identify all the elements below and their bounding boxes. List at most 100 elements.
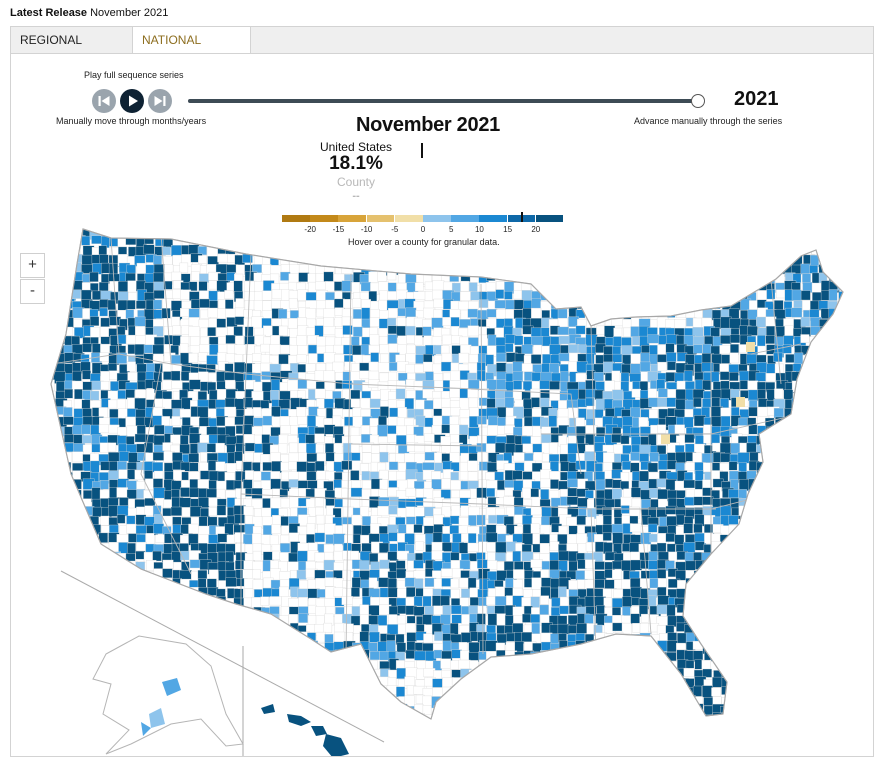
county-cell[interactable]: [622, 606, 631, 616]
county-cell[interactable]: [343, 244, 354, 253]
county-cell[interactable]: [766, 514, 777, 526]
county-cell[interactable]: [683, 370, 693, 382]
county-cell[interactable]: [793, 559, 804, 570]
county-cell[interactable]: [235, 632, 248, 643]
county-cell[interactable]: [296, 643, 307, 653]
county-cell[interactable]: [179, 408, 191, 418]
county-cell[interactable]: [846, 265, 857, 275]
county-cell[interactable]: [116, 487, 128, 498]
county-cell[interactable]: [296, 659, 308, 672]
county-cell[interactable]: [45, 264, 56, 276]
county-cell[interactable]: [784, 678, 797, 691]
county-cell[interactable]: [649, 650, 661, 663]
county-cell[interactable]: [757, 246, 767, 257]
county-cell[interactable]: [71, 289, 81, 299]
county-cell[interactable]: [703, 568, 716, 578]
county-cell[interactable]: [71, 624, 83, 636]
county-cell[interactable]: [837, 506, 850, 519]
county-cell[interactable]: [837, 371, 847, 382]
county-cell[interactable]: [774, 235, 784, 248]
county-cell[interactable]: [703, 254, 713, 263]
county-cell[interactable]: [361, 235, 372, 248]
county-cell[interactable]: [422, 380, 435, 390]
county-cell[interactable]: [577, 677, 588, 687]
county-cell[interactable]: [359, 247, 370, 259]
county-cell[interactable]: [559, 228, 572, 238]
county-cell[interactable]: [514, 246, 524, 258]
county-cell[interactable]: [846, 534, 857, 545]
county-cell[interactable]: [125, 569, 137, 579]
county-cell[interactable]: [693, 263, 706, 276]
county-cell[interactable]: [531, 298, 542, 309]
county-cell[interactable]: [334, 661, 344, 672]
county-cell[interactable]: [648, 237, 661, 248]
county-cell[interactable]: [476, 624, 486, 633]
county-cell[interactable]: [199, 624, 211, 635]
county-cell[interactable]: [802, 380, 812, 392]
county-cell[interactable]: [440, 658, 452, 669]
county-cell[interactable]: [289, 634, 300, 643]
county-cell[interactable]: [782, 560, 795, 571]
county-cell[interactable]: [109, 624, 118, 634]
county-cell[interactable]: [73, 569, 84, 582]
county-cell[interactable]: [298, 272, 310, 282]
county-cell[interactable]: [189, 506, 202, 517]
county-cell[interactable]: [191, 220, 202, 228]
county-cell[interactable]: [846, 237, 857, 246]
county-cell[interactable]: [621, 246, 632, 259]
county-cell[interactable]: [820, 496, 830, 507]
county-cell[interactable]: [694, 470, 704, 482]
county-cell[interactable]: [676, 219, 686, 232]
county-cell[interactable]: [190, 416, 201, 426]
county-cell[interactable]: [413, 524, 423, 533]
county-cell[interactable]: [62, 496, 73, 507]
county-cell[interactable]: [63, 516, 74, 526]
county-cell[interactable]: [847, 544, 857, 553]
county-cell[interactable]: [280, 264, 290, 274]
county-cell[interactable]: [225, 379, 236, 389]
county-cell[interactable]: [81, 534, 91, 546]
county-cell[interactable]: [711, 616, 722, 626]
county-cell[interactable]: [821, 514, 834, 527]
county-cell[interactable]: [351, 669, 364, 678]
county-cell[interactable]: [584, 291, 597, 300]
county-cell[interactable]: [659, 220, 667, 228]
county-cell[interactable]: [100, 381, 110, 390]
county-cell[interactable]: [423, 263, 434, 275]
county-cell[interactable]: [792, 703, 804, 716]
county-cell[interactable]: [522, 443, 533, 453]
county-cell[interactable]: [846, 578, 856, 589]
county-cell[interactable]: [81, 633, 92, 643]
county-cell[interactable]: [800, 524, 810, 534]
county-cell[interactable]: [315, 416, 325, 428]
county-cell[interactable]: [386, 235, 398, 248]
county-cell[interactable]: [793, 470, 803, 479]
county-cell[interactable]: [828, 254, 839, 265]
county-cell[interactable]: [487, 229, 499, 241]
county-cell[interactable]: [523, 263, 534, 273]
county-cell[interactable]: [594, 308, 605, 318]
county-cell[interactable]: [847, 517, 856, 527]
county-cell[interactable]: [683, 668, 695, 677]
county-cell[interactable]: [567, 254, 577, 266]
county-cell[interactable]: [288, 245, 298, 254]
county-cell[interactable]: [405, 667, 418, 678]
county-cell[interactable]: [495, 289, 505, 299]
county-cell[interactable]: [848, 407, 857, 417]
county-cell[interactable]: [594, 253, 605, 263]
county-cell[interactable]: [208, 622, 218, 632]
county-cell[interactable]: [765, 587, 775, 598]
county-cell[interactable]: [53, 623, 62, 635]
county-cell[interactable]: [478, 264, 489, 276]
county-cell[interactable]: [395, 388, 406, 400]
county-cell[interactable]: [82, 678, 94, 691]
county-cell[interactable]: [818, 362, 831, 372]
county-cell[interactable]: [270, 390, 280, 401]
county-cell[interactable]: [837, 280, 847, 291]
county-cell[interactable]: [206, 443, 216, 453]
county-cell[interactable]: [613, 661, 624, 671]
county-cell[interactable]: [810, 361, 822, 372]
county-cell[interactable]: [253, 244, 263, 254]
county-cell[interactable]: [667, 291, 678, 301]
county-cell[interactable]: [774, 436, 785, 446]
